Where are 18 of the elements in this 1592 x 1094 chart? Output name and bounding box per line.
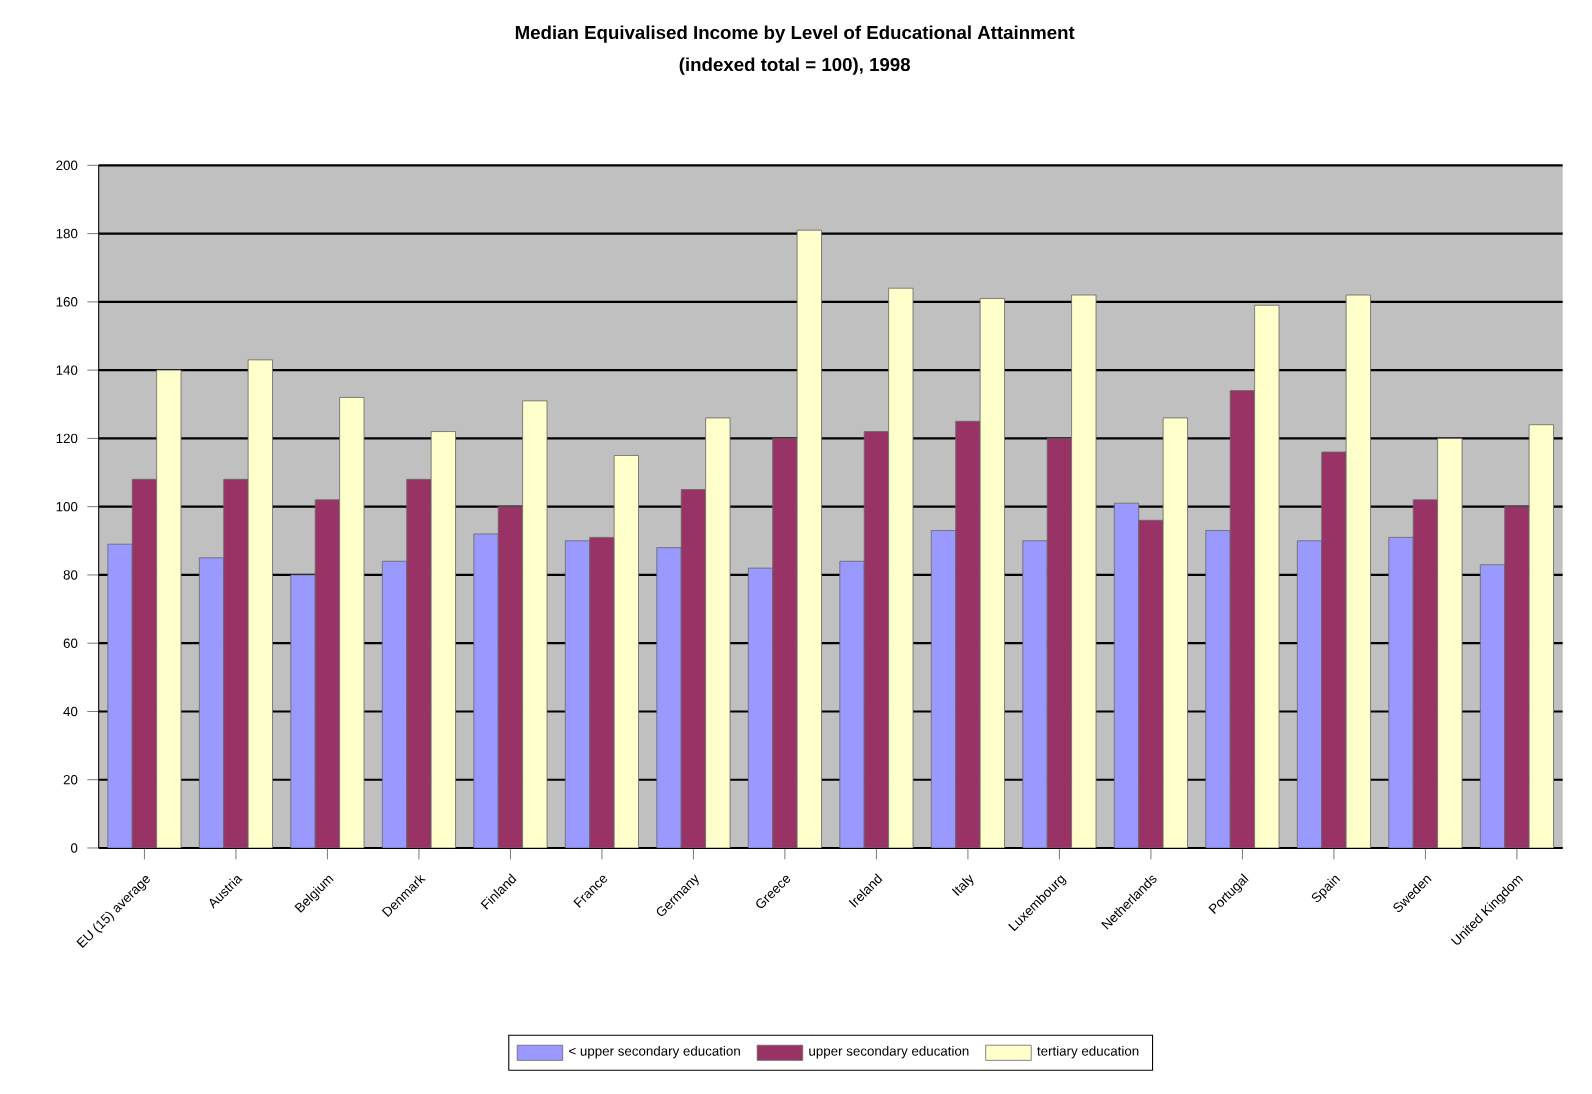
bar: [839, 561, 865, 849]
bar: [1479, 564, 1506, 849]
bar: [381, 561, 408, 849]
bar: [1022, 540, 1048, 849]
bar: [656, 547, 682, 849]
bar: [473, 533, 499, 849]
bar: [564, 540, 591, 849]
bar: [930, 530, 957, 849]
bar: [1388, 537, 1414, 849]
chart-subtitle: (indexed total = 100), 1998: [679, 57, 910, 76]
bar: [290, 574, 316, 849]
bar: [1113, 503, 1140, 849]
chart-title: Median Equivalised Income by Level of Educational Attainment: [515, 25, 1075, 44]
bar: [1296, 540, 1323, 849]
bar: [198, 557, 225, 849]
bar: [1205, 530, 1231, 849]
bar: [107, 544, 133, 849]
bar: [747, 568, 774, 849]
